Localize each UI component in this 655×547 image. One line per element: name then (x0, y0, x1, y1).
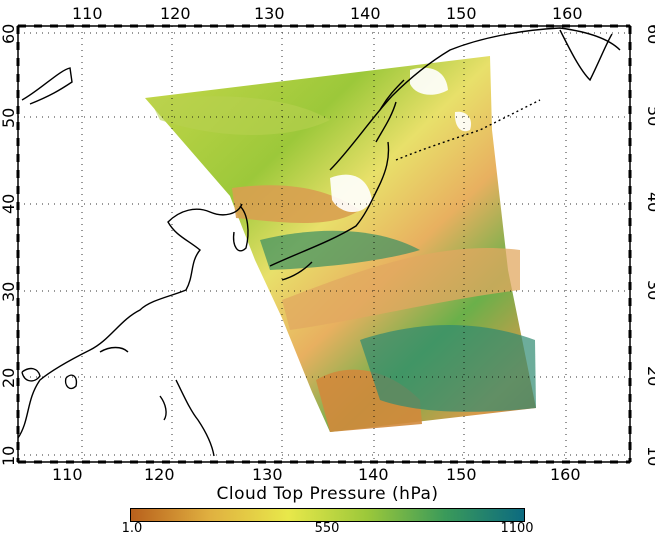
lon-tick-top-120: 120 (160, 4, 191, 23)
lat-tick-right-10: 10 (644, 446, 655, 466)
colorbar-label-min: 1.0 (121, 521, 143, 536)
lon-tick-top-140: 140 (350, 4, 381, 23)
lat-tick-left-20: 20 (0, 368, 18, 388)
coastlines (17, 27, 621, 457)
colorbar-title: Cloud Top Pressure (hPa) (216, 484, 439, 504)
lon-tick-bottom-120: 120 (144, 465, 175, 484)
colorbar-label-max: 1100 (500, 521, 534, 536)
lon-tick-bottom-150: 150 (446, 465, 477, 484)
lat-tick-right-60: 60 (644, 24, 655, 44)
lon-tick-top-130: 130 (254, 4, 285, 23)
cloud-swath (145, 56, 536, 432)
lon-tick-top-150: 150 (446, 4, 477, 23)
lon-tick-top-160: 160 (552, 4, 583, 23)
lat-tick-right-20: 20 (644, 366, 655, 386)
lat-tick-right-50: 50 (644, 106, 655, 126)
lat-tick-left-60: 60 (0, 24, 18, 44)
lat-tick-right-30: 30 (644, 280, 655, 300)
lon-tick-bottom-130: 130 (252, 465, 283, 484)
lon-tick-bottom-160: 160 (550, 465, 581, 484)
colorbar-label-mid: 550 (314, 521, 340, 536)
lat-tick-left-10: 10 (0, 446, 18, 466)
lon-tick-bottom-140: 140 (358, 465, 389, 484)
lon-tick-bottom-110: 110 (52, 465, 83, 484)
lon-tick-top-110: 110 (72, 4, 103, 23)
lat-tick-left-50: 50 (0, 108, 18, 128)
lat-tick-left-30: 30 (0, 282, 18, 302)
colorbar (130, 508, 525, 522)
graticule (18, 26, 630, 462)
lat-tick-left-40: 40 (0, 194, 18, 214)
lat-tick-right-40: 40 (644, 192, 655, 212)
frame-ticks (16, 24, 632, 464)
